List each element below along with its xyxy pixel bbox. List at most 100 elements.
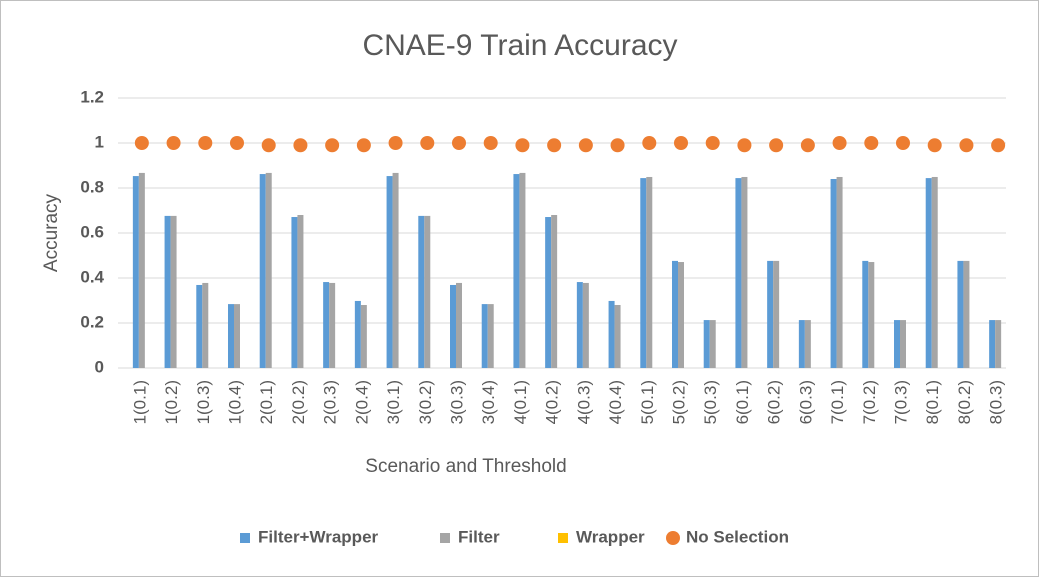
bar <box>481 304 488 368</box>
dot <box>896 136 910 150</box>
bar <box>931 176 938 368</box>
bar <box>640 178 647 368</box>
x-tick-label: 2(0.3) <box>321 380 340 424</box>
x-tick-label: 3(0.4) <box>479 380 498 424</box>
x-tick-label: 3(0.2) <box>416 380 435 424</box>
x-tick-label: 7(0.2) <box>860 380 879 424</box>
bar <box>614 305 621 368</box>
bar <box>513 174 520 368</box>
dot <box>991 138 1006 153</box>
x-tick-label: 1(0.1) <box>130 380 149 424</box>
bar <box>551 215 558 368</box>
dot <box>198 136 213 150</box>
dot <box>483 136 498 150</box>
bar <box>678 262 684 368</box>
dot <box>674 136 688 150</box>
bar <box>672 260 678 368</box>
legend-label: Wrapper <box>576 527 645 546</box>
bar <box>900 320 906 368</box>
dot <box>547 138 562 153</box>
bar <box>450 284 456 368</box>
dot <box>134 136 149 150</box>
x-tick-label: 5(0.3) <box>701 380 720 424</box>
dot <box>769 138 784 153</box>
dot <box>705 136 720 150</box>
bar <box>989 320 996 368</box>
dot <box>832 136 847 150</box>
bar <box>709 320 716 368</box>
y-tick-label: 0.2 <box>80 312 104 331</box>
x-tick-label: 8(0.2) <box>955 380 974 424</box>
legend-swatch <box>666 531 680 545</box>
bar <box>487 304 494 368</box>
x-tick-label: 2(0.1) <box>257 380 276 424</box>
legend-label: Filter <box>458 527 500 546</box>
dot <box>959 138 974 153</box>
x-tick-label: 4(0.3) <box>574 380 593 424</box>
bar <box>804 320 811 368</box>
bar <box>329 282 336 368</box>
bar <box>138 172 145 368</box>
x-tick-label: 8(0.3) <box>987 380 1006 424</box>
x-tick-label: 1(0.3) <box>194 380 213 424</box>
x-tick-label: 4(0.2) <box>543 380 562 424</box>
bar <box>545 217 552 368</box>
dot <box>293 138 308 153</box>
bar <box>456 282 462 368</box>
legend-swatch <box>240 533 250 543</box>
bar <box>608 300 615 368</box>
bar <box>798 320 805 368</box>
dot <box>737 138 752 153</box>
bar <box>424 215 431 368</box>
x-tick-label: 7(0.3) <box>891 380 910 424</box>
dot <box>261 138 276 153</box>
y-axis-title: Accuracy <box>41 193 62 272</box>
bar <box>323 282 330 368</box>
bar <box>228 304 234 368</box>
bar <box>582 282 589 368</box>
dot <box>388 136 403 150</box>
x-tick-label: 5(0.1) <box>638 380 657 424</box>
bar <box>830 179 837 368</box>
dot <box>515 138 530 153</box>
x-tick-label: 1(0.4) <box>225 380 244 424</box>
dot <box>927 138 942 153</box>
bar <box>925 178 932 368</box>
x-tick-label: 3(0.3) <box>447 380 466 424</box>
bar <box>360 305 367 368</box>
bar <box>862 260 869 368</box>
bar <box>354 300 361 368</box>
bar <box>741 176 748 368</box>
bar <box>995 320 1002 368</box>
legend-label: No Selection <box>686 527 789 546</box>
bar <box>767 260 774 368</box>
bar <box>576 282 583 368</box>
bar <box>836 176 843 368</box>
dot <box>610 138 625 153</box>
x-tick-label: 5(0.2) <box>669 380 688 424</box>
dot <box>800 138 815 153</box>
bar <box>868 262 875 368</box>
bar <box>265 172 272 368</box>
bar <box>170 215 177 368</box>
legend-swatch <box>558 533 568 543</box>
dot <box>166 136 181 150</box>
bar <box>703 320 710 368</box>
bar <box>773 260 780 368</box>
bar <box>259 174 266 368</box>
x-tick-label: 2(0.2) <box>289 380 308 424</box>
y-tick-label: 1 <box>95 132 104 151</box>
dot <box>230 136 244 150</box>
dot <box>452 136 466 150</box>
legend-label: Filter+Wrapper <box>258 527 379 546</box>
y-tick-label: 0.8 <box>80 177 104 196</box>
bar <box>234 304 240 368</box>
x-tick-label: 3(0.1) <box>384 380 403 424</box>
bar <box>291 217 298 368</box>
dot <box>325 138 340 153</box>
dot <box>642 136 657 150</box>
y-tick-label: 0 <box>95 357 104 376</box>
dot <box>356 138 371 153</box>
bar <box>392 172 399 368</box>
